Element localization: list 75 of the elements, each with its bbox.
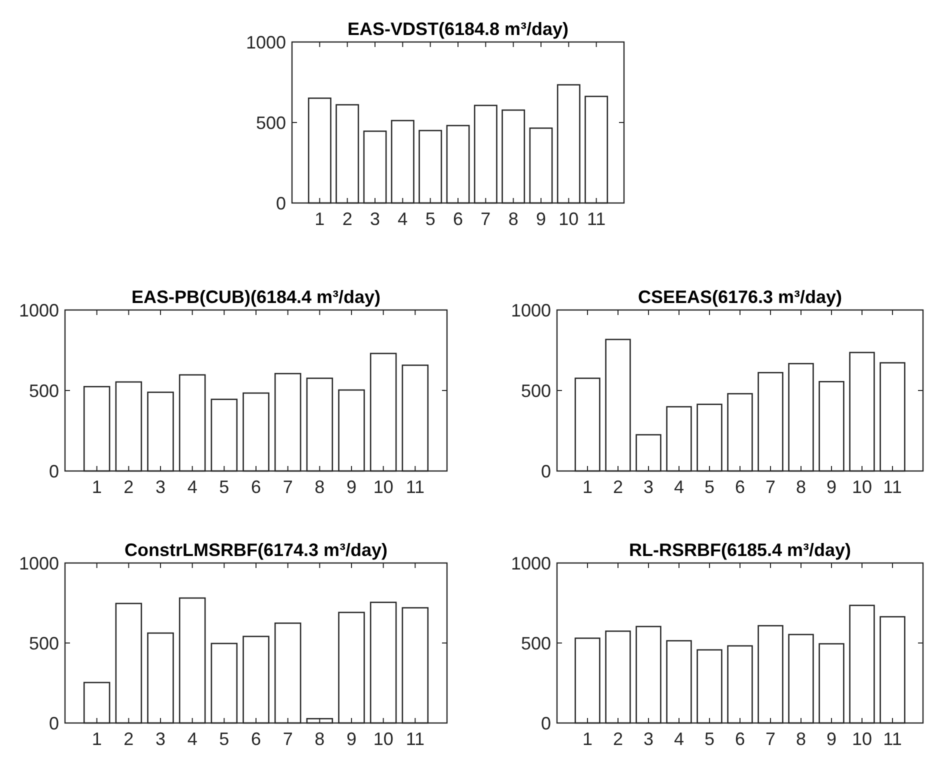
x-tick-label: 5 bbox=[704, 477, 715, 497]
x-tick-label: 3 bbox=[643, 477, 654, 497]
x-tick-label: 2 bbox=[612, 729, 624, 749]
x-tick-label: 4 bbox=[187, 729, 198, 749]
x-tick-label: 2 bbox=[124, 477, 134, 497]
x-tick-label: 10 bbox=[852, 729, 872, 749]
x-tick-label: 7 bbox=[282, 477, 293, 497]
x-tick-label: 7 bbox=[282, 729, 293, 749]
y-tick-label: 500 bbox=[520, 633, 551, 654]
x-tick-label: 1 bbox=[314, 209, 325, 229]
chart-title: ConstrLMSRBF(6174.3 m³/day) bbox=[124, 540, 388, 560]
x-tick-label: 11 bbox=[406, 477, 425, 497]
x-tick-label: 11 bbox=[883, 729, 902, 749]
y-tick-label: 0 bbox=[540, 713, 551, 734]
x-tick-label: 6 bbox=[250, 729, 262, 749]
y-tick-label: 1000 bbox=[510, 553, 551, 574]
x-tick-label: 7 bbox=[480, 209, 491, 229]
x-tick-label: 9 bbox=[536, 209, 546, 229]
y-tick-label: 1000 bbox=[510, 300, 551, 320]
y-tick-label: 500 bbox=[28, 633, 59, 654]
x-tick-label: 5 bbox=[704, 729, 715, 749]
x-tick-label: 7 bbox=[765, 477, 776, 497]
y-tick-label: 500 bbox=[256, 112, 286, 133]
x-tick-label: 2 bbox=[124, 729, 134, 749]
x-tick-label: 2 bbox=[342, 209, 352, 229]
x-tick-label: 1 bbox=[92, 477, 102, 497]
x-tick-label: 4 bbox=[674, 729, 684, 749]
x-tick-label: 10 bbox=[852, 477, 872, 497]
x-tick-label: 5 bbox=[219, 477, 230, 497]
x-tick-label: 7 bbox=[765, 729, 776, 749]
x-tick-label: 11 bbox=[883, 477, 902, 497]
y-tick-label: 0 bbox=[276, 193, 286, 214]
x-tick-label: 6 bbox=[734, 729, 746, 749]
y-tick-label: 500 bbox=[28, 380, 59, 401]
x-tick-label: 6 bbox=[452, 209, 464, 229]
x-tick-label: 10 bbox=[558, 209, 579, 229]
chart-title: CSEEAS(6176.3 m³/day) bbox=[638, 287, 842, 307]
x-tick-label: 3 bbox=[155, 477, 166, 497]
x-tick-label: 1 bbox=[582, 477, 593, 497]
x-tick-label: 5 bbox=[219, 729, 230, 749]
x-tick-label: 4 bbox=[398, 209, 408, 229]
chart-title: EAS-VDST(6184.8 m³/day) bbox=[347, 19, 569, 39]
x-tick-label: 1 bbox=[92, 729, 102, 749]
x-tick-label: 3 bbox=[370, 209, 380, 229]
x-tick-label: 4 bbox=[674, 477, 684, 497]
x-tick-label: 3 bbox=[643, 729, 654, 749]
x-tick-label: 10 bbox=[373, 477, 394, 497]
x-tick-label: 9 bbox=[826, 729, 837, 749]
x-tick-label: 8 bbox=[314, 477, 325, 497]
x-tick-label: 6 bbox=[734, 477, 746, 497]
x-tick-label: 8 bbox=[796, 477, 806, 497]
x-tick-label: 4 bbox=[187, 477, 198, 497]
y-tick-label: 1000 bbox=[246, 32, 286, 52]
x-tick-label: 6 bbox=[250, 477, 262, 497]
x-tick-label: 8 bbox=[314, 729, 325, 749]
chart-title: EAS-PB(CUB)(6184.4 m³/day) bbox=[131, 287, 381, 307]
x-tick-label: 11 bbox=[406, 729, 425, 749]
chart-title: RL-RSRBF(6185.4 m³/day) bbox=[628, 540, 852, 560]
x-tick-label: 10 bbox=[373, 729, 394, 749]
x-tick-label: 9 bbox=[346, 477, 357, 497]
x-tick-label: 5 bbox=[425, 209, 436, 229]
y-tick-label: 1000 bbox=[18, 553, 59, 574]
x-tick-label: 8 bbox=[508, 209, 518, 229]
y-tick-label: 0 bbox=[540, 461, 551, 482]
y-tick-label: 500 bbox=[520, 380, 551, 401]
x-tick-label: 11 bbox=[586, 209, 606, 229]
y-tick-label: 1000 bbox=[18, 300, 59, 320]
x-tick-label: 2 bbox=[612, 477, 624, 497]
y-tick-label: 0 bbox=[48, 461, 59, 482]
x-tick-label: 9 bbox=[826, 477, 837, 497]
y-tick-label: 0 bbox=[48, 713, 59, 734]
x-tick-label: 8 bbox=[796, 729, 806, 749]
x-tick-label: 1 bbox=[582, 729, 593, 749]
x-tick-label: 9 bbox=[346, 729, 357, 749]
x-tick-label: 3 bbox=[155, 729, 166, 749]
